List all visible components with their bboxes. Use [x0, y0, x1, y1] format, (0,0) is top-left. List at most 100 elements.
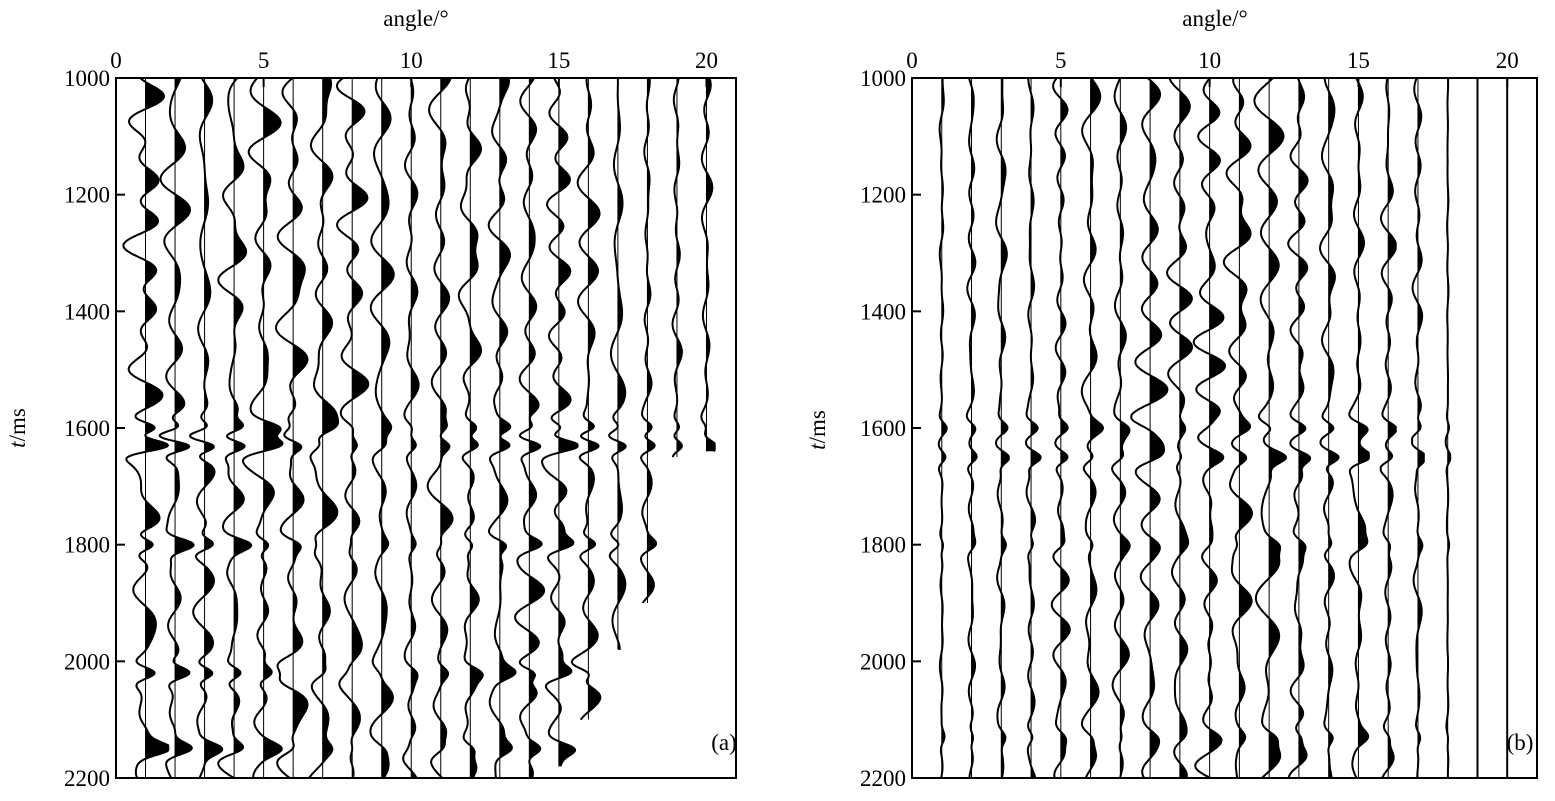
- trace-fill: [263, 78, 283, 778]
- x-tick-label: 5: [258, 48, 270, 73]
- trace-fill: [1060, 78, 1070, 778]
- trace-wiggle: [671, 77, 683, 458]
- trace-wiggle: [570, 78, 602, 721]
- trace-fill: [499, 78, 516, 778]
- trace-wiggle: [1318, 77, 1340, 779]
- y-axis-title-a: t/ms: [5, 408, 30, 448]
- trace-wiggle: [1348, 77, 1370, 779]
- trace-wiggle: [965, 77, 978, 779]
- y-tick-label: 2200: [64, 766, 110, 791]
- trace-wiggle: [1130, 77, 1169, 779]
- trace-wiggle: [1444, 77, 1452, 778]
- trace-wiggle: [1379, 77, 1397, 779]
- trace-fill: [1239, 78, 1252, 778]
- trace-wiggle: [994, 77, 1010, 779]
- trace-wiggle: [1080, 77, 1105, 779]
- y-tick-label: 1800: [860, 533, 906, 558]
- x-tick-label: 15: [1347, 48, 1370, 73]
- trace-fill: [617, 78, 626, 650]
- trace-fill: [1388, 78, 1396, 778]
- panel-label-b: (b): [1507, 730, 1534, 755]
- trace-fill: [1328, 78, 1339, 778]
- x-tick-label: 10: [400, 48, 423, 73]
- trace-wiggle: [335, 77, 370, 779]
- y-axis-title-a-var: t: [5, 441, 30, 448]
- trace-fill: [1269, 78, 1286, 778]
- y-axis-title-b-unit: /ms: [805, 410, 830, 443]
- y-tick-label: 1400: [64, 299, 110, 324]
- y-tick-label: 1000: [860, 66, 906, 91]
- trace-fill: [381, 78, 394, 778]
- trace-wiggle: [308, 77, 340, 779]
- trace-fill: [1090, 78, 1103, 778]
- trace-fill: [293, 78, 308, 778]
- panel-b: angle/° t/ms (b) 0 5 10 15 20 1000 1200 1400 160…: [805, 6, 1538, 791]
- trace-wiggle: [514, 77, 546, 779]
- trace-wiggle: [426, 77, 454, 779]
- trace-fill: [234, 78, 252, 778]
- trace-fill: [322, 78, 339, 778]
- y-tick-label: 2000: [860, 649, 906, 674]
- y-tick-label: 1200: [64, 183, 110, 208]
- y-tick-label: 2200: [860, 766, 906, 791]
- y-tick-label: 1600: [64, 416, 110, 441]
- x-tick-label: 10: [1198, 48, 1221, 73]
- trace-wiggle: [402, 77, 420, 779]
- y-tick-label: 1000: [64, 66, 110, 91]
- trace-wiggle: [274, 77, 309, 779]
- trace-wiggle: [1050, 77, 1071, 779]
- trace-wiggle: [1411, 77, 1425, 779]
- x-tick-label: 20: [695, 48, 718, 73]
- y-tick-label: 1800: [64, 533, 110, 558]
- trace-wiggle: [608, 78, 627, 650]
- trace-wiggle: [1287, 77, 1312, 779]
- trace-wiggle: [457, 77, 484, 779]
- x-axis-title-b: angle/°: [1182, 6, 1247, 31]
- x-axis-title-a: angle/°: [383, 6, 448, 31]
- y-tick-label: 1200: [860, 183, 906, 208]
- y-tick-label: 1400: [860, 299, 906, 324]
- trace-wiggle: [122, 77, 170, 779]
- x-tick-label: 15: [547, 48, 570, 73]
- x-tick-label: 0: [110, 48, 122, 73]
- trace-wiggle: [242, 77, 284, 779]
- y-axis-title-b: t/ms: [805, 410, 830, 450]
- x-tick-label: 20: [1496, 48, 1519, 73]
- trace-fill: [676, 78, 682, 458]
- trace-fill: [1001, 78, 1009, 778]
- y-axis-title-a-unit: /ms: [5, 408, 30, 441]
- trace-fill: [941, 78, 947, 778]
- x-tick-label: 0: [906, 48, 918, 73]
- trace-fill: [588, 78, 601, 720]
- trace-wiggle: [1166, 77, 1193, 779]
- trace-fill: [204, 78, 223, 778]
- trace-fill: [440, 78, 453, 778]
- trace-wiggle: [158, 77, 195, 779]
- trace-fill: [1150, 78, 1168, 778]
- trace-wiggle: [1192, 77, 1227, 779]
- trace-wiggle: [639, 78, 658, 604]
- panel-label-a: (a): [711, 730, 737, 755]
- trace-wiggle: [487, 77, 517, 779]
- trace-fill: [558, 78, 578, 767]
- trace-fill: [352, 78, 369, 778]
- trace-wiggle: [700, 77, 716, 453]
- trace-wiggle: [540, 77, 579, 767]
- trace-wiggle: [217, 77, 253, 779]
- trace-wiggle: [188, 77, 224, 779]
- y-tick-label: 1600: [860, 416, 906, 441]
- trace-fill: [1209, 78, 1225, 778]
- trace-fill: [470, 78, 483, 778]
- x-tick-label: 5: [1055, 48, 1067, 73]
- trace-wiggle: [1253, 77, 1288, 779]
- trace-fill: [175, 78, 194, 778]
- trace-wiggle: [369, 77, 395, 779]
- trace-wiggle: [1222, 77, 1254, 779]
- y-tick-label: 2000: [64, 649, 110, 674]
- trace-wiggle: [937, 78, 948, 779]
- y-axis-title-b-var: t: [805, 443, 830, 450]
- trace-fill: [1031, 78, 1041, 778]
- trace-wiggle: [1111, 77, 1131, 779]
- panel-a: angle/° t/ms (a) 0 5 10 15 20 1000 1200 1400 160…: [5, 6, 737, 791]
